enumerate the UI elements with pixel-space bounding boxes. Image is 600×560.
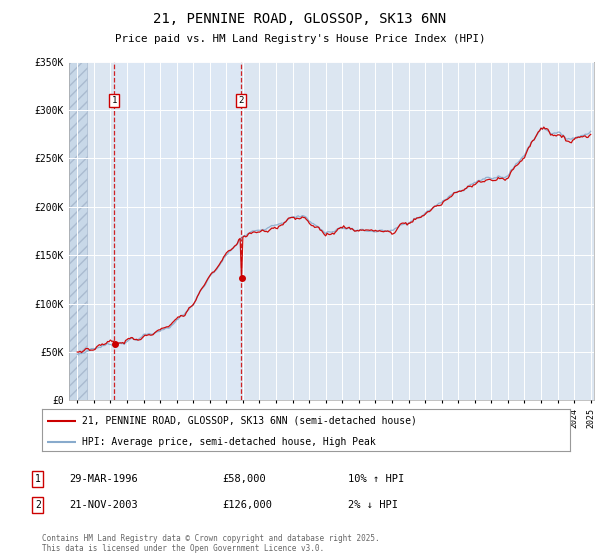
- Text: 2: 2: [239, 96, 244, 105]
- Text: 1: 1: [35, 474, 41, 484]
- Text: HPI: Average price, semi-detached house, High Peak: HPI: Average price, semi-detached house,…: [82, 437, 376, 446]
- Text: Contains HM Land Registry data © Crown copyright and database right 2025.
This d: Contains HM Land Registry data © Crown c…: [42, 534, 380, 553]
- Bar: [69, 62, 87, 400]
- Text: £58,000: £58,000: [222, 474, 266, 484]
- Text: 21, PENNINE ROAD, GLOSSOP, SK13 6NN: 21, PENNINE ROAD, GLOSSOP, SK13 6NN: [154, 12, 446, 26]
- Text: 29-MAR-1996: 29-MAR-1996: [69, 474, 138, 484]
- Text: £126,000: £126,000: [222, 500, 272, 510]
- Text: 21-NOV-2003: 21-NOV-2003: [69, 500, 138, 510]
- Text: 21, PENNINE ROAD, GLOSSOP, SK13 6NN (semi-detached house): 21, PENNINE ROAD, GLOSSOP, SK13 6NN (sem…: [82, 416, 416, 426]
- Text: Price paid vs. HM Land Registry's House Price Index (HPI): Price paid vs. HM Land Registry's House …: [115, 34, 485, 44]
- Bar: [114, 62, 241, 400]
- Text: 2% ↓ HPI: 2% ↓ HPI: [348, 500, 398, 510]
- Text: 10% ↑ HPI: 10% ↑ HPI: [348, 474, 404, 484]
- Text: 2: 2: [35, 500, 41, 510]
- Text: 1: 1: [112, 96, 117, 105]
